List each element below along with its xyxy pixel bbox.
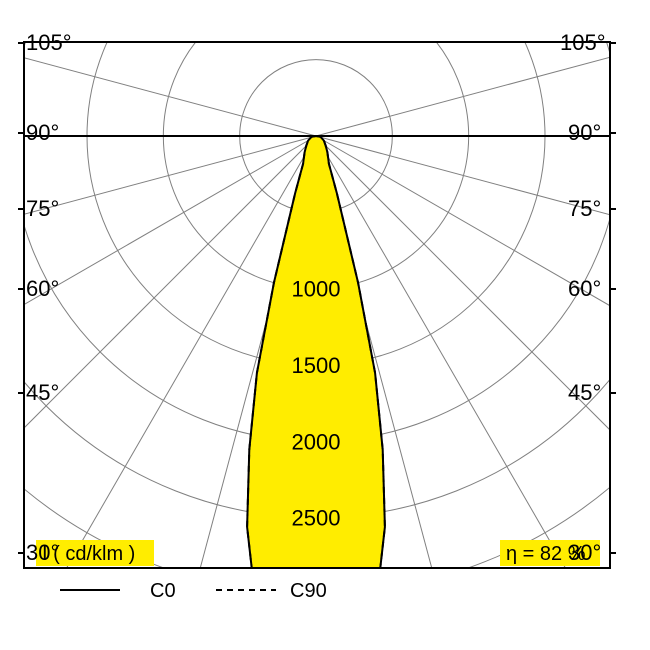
angle-label: 45°: [26, 380, 59, 405]
angle-label: 105°: [560, 30, 606, 55]
polar-chart-svg: 10001500200025003000I ( cd/klm )η = 82 %…: [0, 0, 650, 650]
angle-label: 30°: [26, 540, 59, 565]
angle-label: 90°: [26, 120, 59, 145]
ring-label: 2500: [292, 506, 341, 531]
angle-label: 45°: [568, 380, 601, 405]
angle-label: 60°: [568, 276, 601, 301]
ring-label: 1000: [292, 277, 341, 302]
angle-label: 75°: [568, 196, 601, 221]
polar-chart-container: 10001500200025003000I ( cd/klm )η = 82 %…: [0, 0, 650, 650]
ring-label: 1500: [292, 353, 341, 378]
angle-label: 105°: [26, 30, 72, 55]
angle-label: 30°: [568, 540, 601, 565]
ring-label: 2000: [292, 429, 341, 454]
legend-label-C0: C0: [150, 580, 176, 602]
legend-label-C90: C90: [290, 580, 327, 602]
angle-label: 75°: [26, 196, 59, 221]
angle-label: 90°: [568, 120, 601, 145]
angle-label: 60°: [26, 276, 59, 301]
